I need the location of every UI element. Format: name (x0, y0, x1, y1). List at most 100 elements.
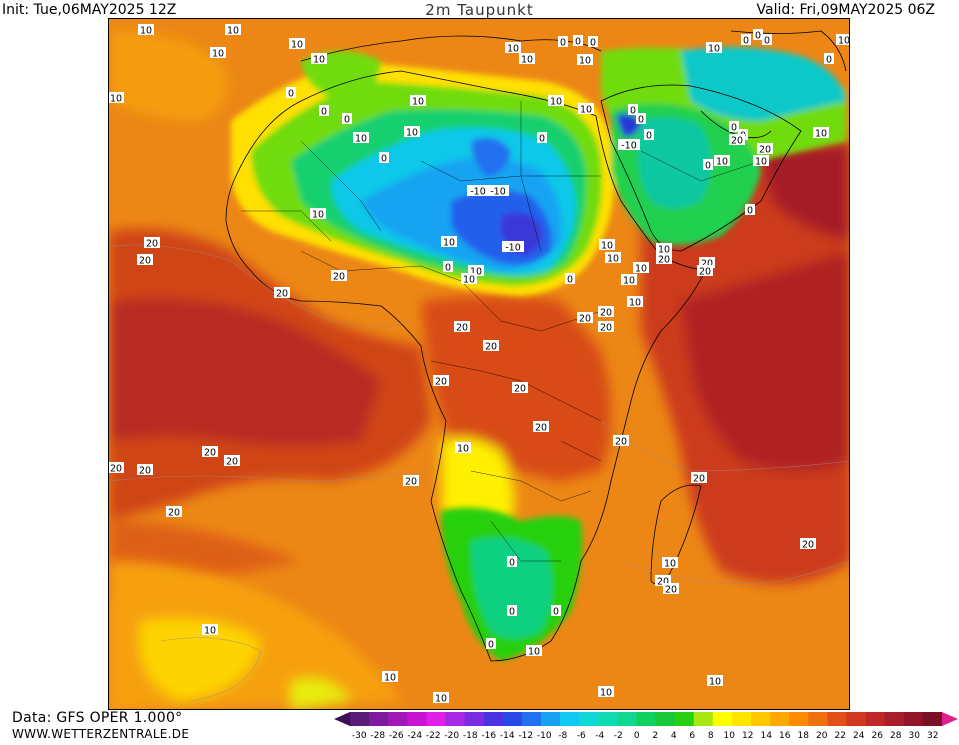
contour-label-bg (691, 472, 707, 483)
legend-swatch (521, 712, 542, 726)
contour-label-bg (410, 95, 426, 106)
contour-label: 20 (615, 437, 627, 448)
contour-label-bg (519, 53, 535, 64)
contour-label-bg (656, 253, 672, 264)
contour-label: 10 (291, 40, 303, 51)
contour-label: 10 (412, 97, 424, 108)
contour-label: 0 (560, 38, 566, 49)
contour-label-bg (605, 252, 621, 263)
contour-label-bg (618, 139, 640, 150)
contour-label: 10 (815, 129, 827, 140)
contour-label-bg (467, 185, 489, 196)
contour-label: 10 (227, 26, 239, 37)
contour-label-bg (274, 287, 290, 298)
legend-arrow-low (334, 712, 350, 726)
contour-label-bg (487, 185, 509, 196)
contour-label-bg (633, 262, 649, 273)
contour-label-bg (454, 321, 470, 332)
legend-swatch (540, 712, 561, 726)
contour-label-bg (433, 375, 449, 386)
contour-label-bg (655, 575, 671, 586)
contour-label-bg (729, 134, 745, 145)
contour-label: 20 (405, 477, 417, 488)
contour-label-bg (342, 113, 352, 124)
contour-label: -10 (470, 187, 486, 198)
legend-swatch (884, 712, 905, 726)
legend-tick-label: -8 (558, 731, 567, 741)
contour-label-bg (578, 103, 594, 114)
legend-swatch (674, 712, 695, 726)
contour-label-bg (433, 692, 449, 703)
legend-swatch (464, 712, 485, 726)
country-borders (241, 101, 762, 562)
contour-label: 10 (550, 97, 562, 108)
contour-label-bg (714, 155, 730, 166)
contour-label: 20 (535, 423, 547, 434)
color-legend: -30 -28 -26 -24 -22 -20 -18 -16 -14 -12 -10 -8 -6 -4-… (334, 712, 959, 741)
legend-swatch (770, 712, 790, 726)
contour-label-bg (706, 42, 722, 53)
legend-tick-label: 30 (909, 731, 921, 741)
contour-label: 10 (313, 55, 325, 66)
legend-tick-label: -26 (389, 731, 404, 741)
contour-label-bg (537, 132, 547, 143)
contour-label-bg (588, 36, 598, 47)
contour-label: 20 (110, 464, 122, 475)
legend-swatch (655, 712, 676, 726)
legend-tick-label: -12 (518, 731, 533, 741)
contour-label: 10 (355, 134, 367, 145)
contour-label: 10 (470, 267, 482, 278)
contour-label: -10 (490, 187, 506, 198)
color-legend-bar: -30 -28 -26 -24 -22 -20 -18 -16 -14 -12 -10 -8 -6 -4-… (334, 712, 958, 741)
legend-tick-label: 6 (689, 731, 695, 741)
contour-label: 0 (488, 640, 494, 651)
contour-label: 0 (590, 38, 596, 49)
contour-label-bg (144, 237, 160, 248)
legend-tick-label: 8 (708, 731, 714, 741)
contour-label: 10 (507, 44, 519, 55)
contour-label: 20 (731, 136, 743, 147)
contour-label-bg (486, 638, 496, 649)
legend-swatch (865, 712, 886, 726)
contour-label-bg (656, 243, 672, 254)
legend-tick-label: 20 (816, 731, 828, 741)
contour-label: 10 (443, 238, 455, 249)
contour-label: 10 (601, 241, 613, 252)
legend-tick-label: -10 (537, 731, 552, 741)
contour-label-bg (526, 645, 542, 656)
legend-tick-label: -20 (444, 731, 459, 741)
legend-tick-label: 22 (835, 731, 846, 741)
contour-label-bg (353, 132, 369, 143)
contour-label: 0 (755, 31, 761, 42)
legend-swatch (922, 712, 943, 726)
contour-label-bg (548, 95, 564, 106)
contour-label-bg (565, 273, 575, 284)
legend-tick-label: -18 (463, 731, 478, 741)
contour-label: 10 (716, 157, 728, 168)
contour-label-bg (707, 675, 723, 686)
contour-label-bg (836, 34, 849, 45)
contour-label-bg (507, 556, 517, 567)
contour-label-bg (699, 257, 715, 268)
contour-label: 10 (708, 44, 720, 55)
map-title: 2m Taupunkt (425, 1, 534, 19)
legend-tick-label: -22 (426, 731, 441, 741)
contour-label: 10 (580, 105, 592, 116)
contour-label: 10 (607, 254, 619, 265)
legend-swatch (636, 712, 657, 726)
contour-label: 20 (435, 377, 447, 388)
contour-label: 0 (575, 37, 581, 48)
legend-tick-label: -6 (577, 731, 586, 741)
contour-label-bg (404, 126, 420, 137)
contour-label: 20 (658, 255, 670, 266)
dewpoint-map[interactable]: 10 10 10 10 10 10 0 0 0 10 10 10 0 0 0 10 0 10 0 0 0 10 10 10 10… (108, 18, 850, 710)
contour-label-bg (599, 239, 615, 250)
contour-label: 10 (457, 444, 469, 455)
legend-tick-label: 32 (927, 731, 938, 741)
contour-label: 10 (521, 55, 533, 66)
contour-label: 10 (635, 264, 647, 275)
contour-label: 0 (509, 607, 515, 618)
contour-label-bg (403, 475, 419, 486)
